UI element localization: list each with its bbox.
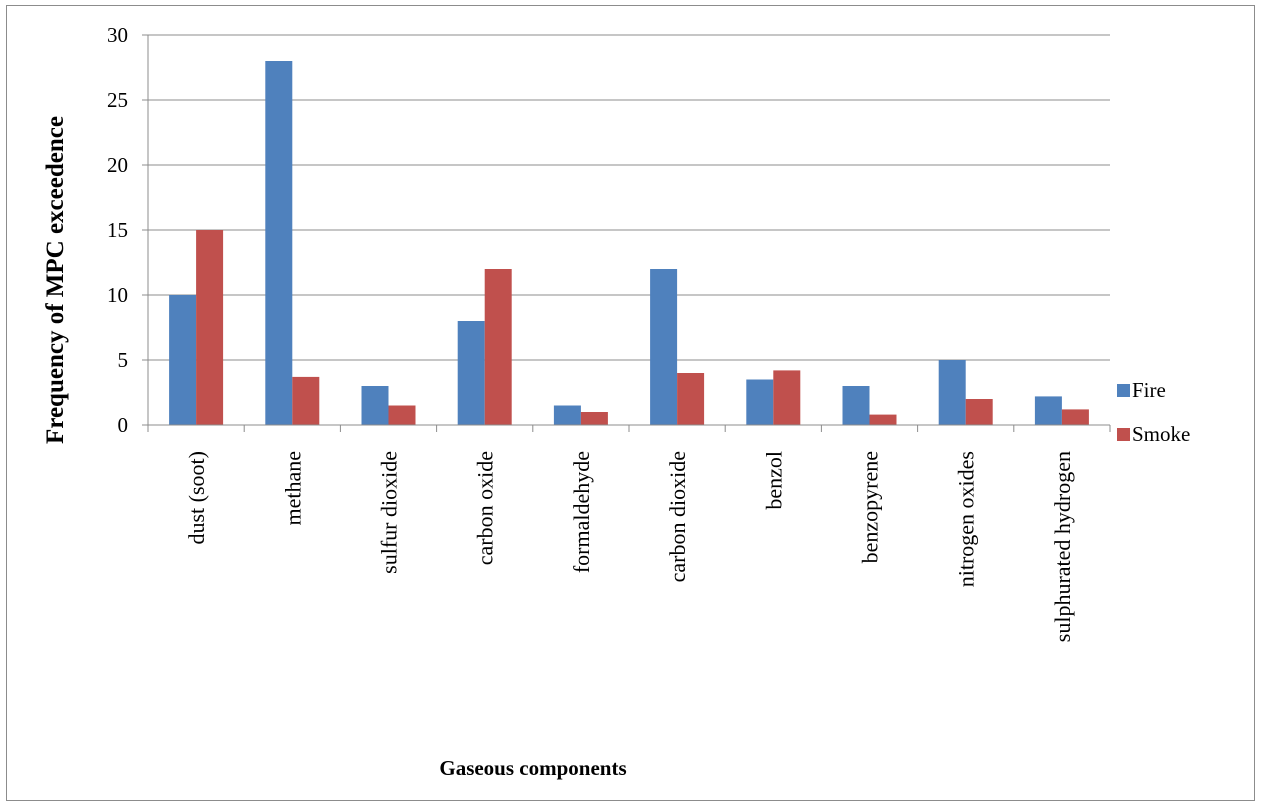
bar-fire xyxy=(265,61,293,425)
x-tick-label: formaldehyde xyxy=(569,451,594,573)
y-tick-label: 20 xyxy=(107,153,128,177)
x-tick-label: dust (soot) xyxy=(184,451,209,545)
bar-fire xyxy=(361,386,389,425)
bar-fire xyxy=(169,295,197,425)
y-tick-label: 10 xyxy=(107,283,128,307)
bar-fire xyxy=(553,405,581,425)
bar-smoke xyxy=(965,399,993,425)
legend-label-fire: Fire xyxy=(1132,378,1166,402)
legend-swatch-smoke xyxy=(1117,428,1130,441)
y-tick-labels: 0 5 10 15 20 25 30 xyxy=(107,23,128,437)
y-tick-label: 0 xyxy=(118,413,129,437)
bar-smoke xyxy=(773,370,801,425)
bar-smoke xyxy=(869,414,897,425)
bar-fire xyxy=(938,360,966,425)
bars xyxy=(169,61,1089,425)
bar-smoke xyxy=(484,269,512,425)
x-tick-label: carbon oxide xyxy=(473,451,498,565)
x-tick-label: carbon dioxide xyxy=(665,451,690,582)
x-tick-labels: dust (soot) methane sulfur dioxide carbon o… xyxy=(184,451,1075,642)
bar-fire xyxy=(650,269,678,425)
bar-fire xyxy=(1034,396,1062,425)
x-tick-label: nitrogen oxides xyxy=(954,451,979,587)
legend-swatch-fire xyxy=(1117,384,1130,397)
y-tick-label: 30 xyxy=(107,23,128,47)
x-tick-label: sulphurated hydrogen xyxy=(1050,451,1075,642)
bar-smoke xyxy=(292,376,320,425)
bar-smoke xyxy=(677,373,705,425)
y-tick-label: 5 xyxy=(118,348,129,372)
legend-label-smoke: Smoke xyxy=(1132,422,1190,446)
x-tick-label: benzopyrene xyxy=(858,451,883,563)
bar-fire xyxy=(457,321,485,425)
x-tick-label: methane xyxy=(280,451,305,526)
legend: Fire Smoke xyxy=(1117,378,1190,446)
bar-smoke xyxy=(580,412,608,425)
y-axis-title: Frequency of MPC exceedence xyxy=(42,116,69,444)
bar-smoke xyxy=(196,230,224,425)
bar-smoke xyxy=(388,405,416,425)
y-tick-label: 25 xyxy=(107,88,128,112)
bar-smoke xyxy=(1061,409,1089,425)
x-tick-label: sulfur dioxide xyxy=(377,451,402,574)
x-axis-title: Gaseous components xyxy=(439,756,626,780)
y-tick-label: 15 xyxy=(107,218,128,242)
x-tick-label: benzol xyxy=(761,451,786,510)
axes xyxy=(142,34,1111,432)
bar-fire xyxy=(746,379,774,425)
bar-fire xyxy=(842,386,870,425)
